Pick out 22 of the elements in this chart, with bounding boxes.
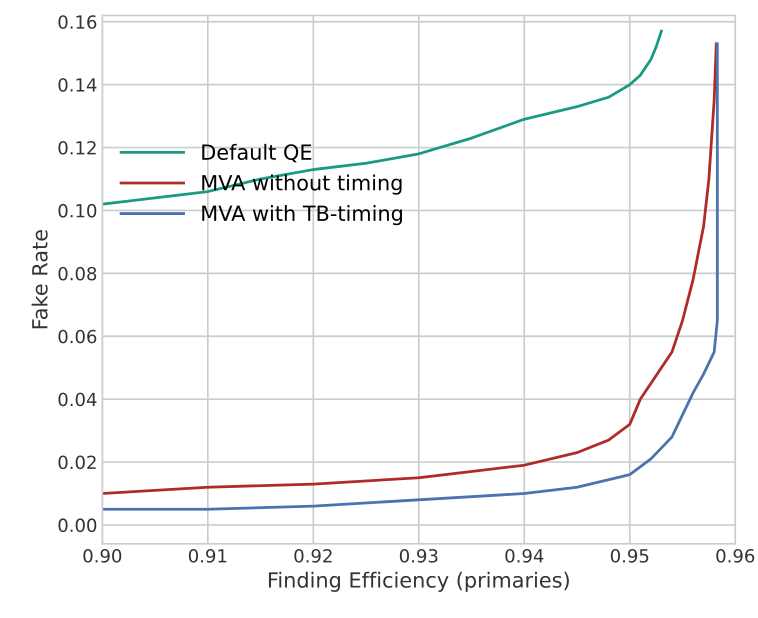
x-tick-label: 0.90 <box>83 549 122 563</box>
y-tick-label: 0.16 <box>58 15 96 29</box>
x-tick-label: 0.93 <box>400 549 438 563</box>
x-axis-title: Finding Efficiency (primaries) <box>268 572 569 592</box>
y-tick-label: 0.04 <box>58 392 96 406</box>
y-axis-title: Fake Rate <box>32 230 48 328</box>
y-tick-label: 0.10 <box>58 204 96 218</box>
y-tick-label: 0.00 <box>58 518 96 532</box>
x-tick-label: 0.91 <box>188 549 226 563</box>
y-tick-label: 0.14 <box>58 78 96 92</box>
legend-label: Default QE <box>202 144 312 162</box>
legend-label: MVA without timing <box>202 174 402 195</box>
y-tick-label: 0.12 <box>58 141 96 155</box>
y-tick-label: 0.02 <box>58 456 96 470</box>
x-tick-label: 0.95 <box>610 549 648 563</box>
x-tick-label: 0.94 <box>505 549 544 563</box>
x-tick-label: 0.92 <box>294 549 332 563</box>
y-tick-label: 0.08 <box>58 266 96 280</box>
y-tick-label: 0.06 <box>58 330 96 344</box>
line-series <box>102 30 663 206</box>
legend-label: MVA with TB-timing <box>202 205 402 226</box>
x-tick-label: 0.96 <box>716 549 754 563</box>
